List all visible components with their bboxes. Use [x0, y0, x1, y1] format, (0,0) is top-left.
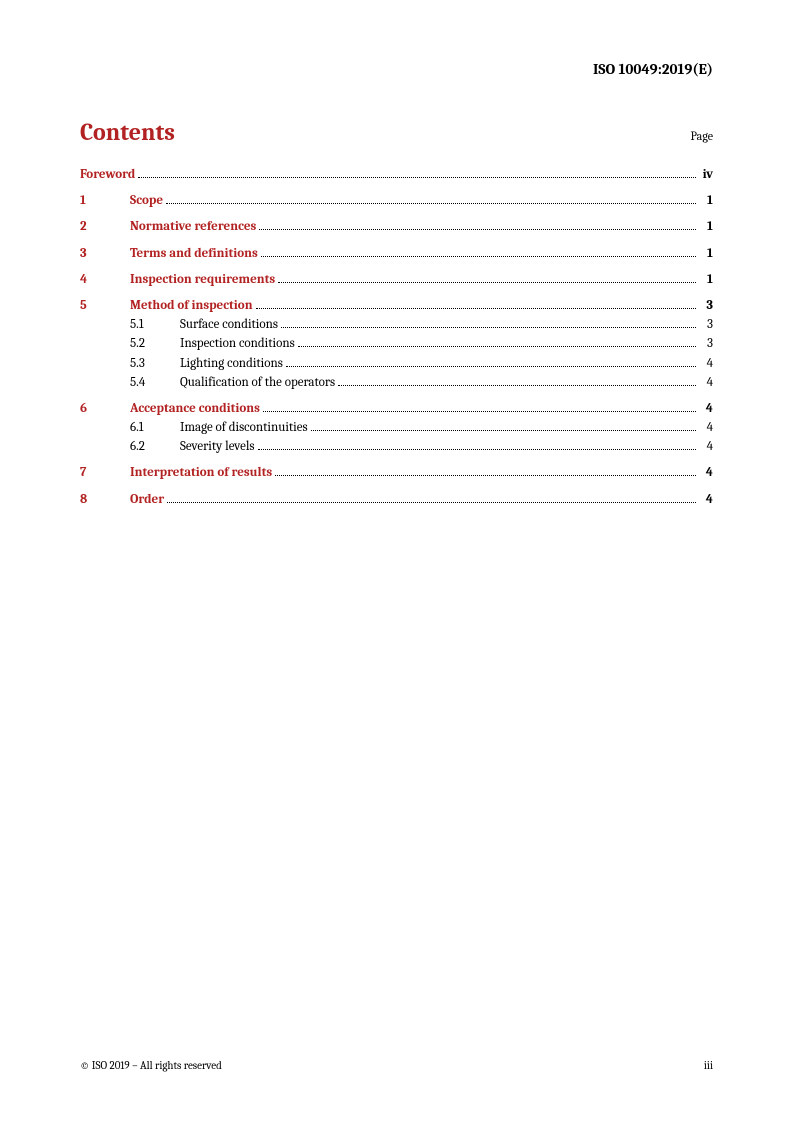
- toc-subentry-number: 5.1: [130, 316, 180, 334]
- toc-entry-page: 1: [699, 192, 713, 210]
- contents-title: Contents: [80, 118, 175, 146]
- toc-entry-label: Foreword: [80, 166, 135, 184]
- toc-entry-label: Order: [130, 491, 164, 509]
- toc-subentry-label: Qualification of the operators: [180, 374, 335, 392]
- toc-entry-number: 4: [80, 271, 130, 289]
- toc-subentry-number: 5.3: [130, 355, 180, 373]
- toc-entry-page: iv: [699, 166, 713, 184]
- title-row: Contents Page: [80, 118, 713, 146]
- toc-leader-dots: [278, 282, 696, 283]
- toc-entry-label: Method of inspection: [130, 297, 253, 315]
- toc-subentry-label: Inspection conditions: [180, 335, 295, 353]
- toc-leader-dots: [263, 411, 696, 412]
- document-header: ISO 10049:2019(E): [80, 60, 713, 78]
- toc-entry: 5Method of inspection 3: [80, 297, 713, 315]
- toc-subentry-label: Lighting conditions: [180, 355, 283, 373]
- page-number: iii: [704, 1059, 713, 1072]
- toc-entry-page: 1: [699, 218, 713, 236]
- toc-entry-label: Normative references: [130, 218, 256, 236]
- toc-subentry: 5.4Qualification of the operators 4: [80, 374, 713, 392]
- document-id: ISO 10049:2019(E): [593, 60, 713, 78]
- toc-entry-number: 2: [80, 218, 130, 236]
- toc-entry-page: 4: [699, 400, 713, 418]
- toc-entry: 8Order 4: [80, 491, 713, 509]
- toc-leader-dots: [259, 229, 696, 230]
- page-footer: © ISO 2019 – All rights reserved iii: [80, 1059, 713, 1072]
- toc-entry-page: 1: [699, 271, 713, 289]
- toc-leader-dots: [281, 327, 696, 328]
- toc-entry-page: 4: [699, 491, 713, 509]
- toc-entry-number: 7: [80, 464, 130, 482]
- toc-subentry-number: 6.2: [130, 438, 180, 456]
- toc-leader-dots: [286, 366, 696, 367]
- toc-leader-dots: [258, 449, 696, 450]
- toc-entry-page: 3: [699, 335, 713, 353]
- toc-entry-label: Interpretation of results: [130, 464, 272, 482]
- toc-leader-dots: [167, 502, 696, 503]
- toc-subentry-number: 6.1: [130, 419, 180, 437]
- copyright-text: © ISO 2019 – All rights reserved: [80, 1059, 222, 1072]
- toc-entry: 2Normative references 1: [80, 218, 713, 236]
- toc-entry: 1Scope1: [80, 192, 713, 210]
- toc-entry-page: 3: [699, 316, 713, 334]
- toc-subentry: 6.1Image of discontinuities 4: [80, 419, 713, 437]
- table-of-contents: Forewordiv1Scope12Normative references13…: [80, 166, 713, 509]
- toc-subentry: 5.3Lighting conditions 4: [80, 355, 713, 373]
- toc-leader-dots: [256, 308, 696, 309]
- toc-subentry: 5.2Inspection conditions 3: [80, 335, 713, 353]
- toc-entry-page: 3: [699, 297, 713, 315]
- toc-entry: 7Interpretation of results 4: [80, 464, 713, 482]
- toc-leader-dots: [261, 256, 696, 257]
- toc-entry-number: 6: [80, 400, 130, 418]
- toc-entry: 6Acceptance conditions 4: [80, 400, 713, 418]
- toc-entry-label: Terms and definitions: [130, 245, 258, 263]
- toc-entry-label: Inspection requirements: [130, 271, 275, 289]
- toc-entry-page: 4: [699, 419, 713, 437]
- toc-entry-page: 4: [699, 355, 713, 373]
- toc-entry-label: Acceptance conditions: [130, 400, 260, 418]
- toc-subentry-label: Image of discontinuities: [180, 419, 308, 437]
- toc-entry-page: 4: [699, 438, 713, 456]
- toc-entry-number: 1: [80, 192, 130, 210]
- toc-leader-dots: [166, 203, 696, 204]
- toc-leader-dots: [298, 346, 696, 347]
- toc-subentry-number: 5.4: [130, 374, 180, 392]
- toc-entry-number: 5: [80, 297, 130, 315]
- toc-subentry: 6.2Severity levels 4: [80, 438, 713, 456]
- toc-entry-page: 4: [699, 374, 713, 392]
- toc-leader-dots: [275, 475, 696, 476]
- toc-entry-number: 8: [80, 491, 130, 509]
- toc-entry: 3Terms and definitions 1: [80, 245, 713, 263]
- toc-subentry-number: 5.2: [130, 335, 180, 353]
- page-column-label: Page: [691, 129, 713, 143]
- toc-subentry: 5.1Surface conditions 3: [80, 316, 713, 334]
- toc-subentry-label: Severity levels: [180, 438, 255, 456]
- toc-entry-label: Scope: [130, 192, 163, 210]
- toc-entry-page: 4: [699, 464, 713, 482]
- toc-subentry-label: Surface conditions: [180, 316, 278, 334]
- toc-leader-dots: [138, 177, 696, 178]
- toc-entry-page: 1: [699, 245, 713, 263]
- toc-entry: 4Inspection requirements 1: [80, 271, 713, 289]
- toc-leader-dots: [338, 385, 696, 386]
- toc-entry-number: 3: [80, 245, 130, 263]
- toc-entry: Foreword iv: [80, 166, 713, 184]
- toc-leader-dots: [311, 430, 696, 431]
